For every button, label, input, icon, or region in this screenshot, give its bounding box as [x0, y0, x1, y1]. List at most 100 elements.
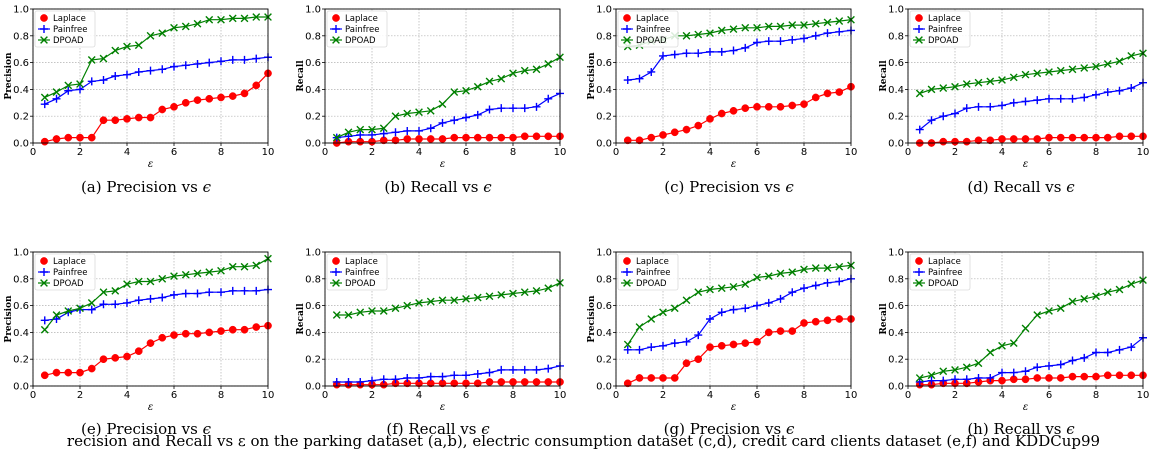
legend-marker — [40, 14, 47, 21]
data-point-painfree — [1104, 88, 1112, 96]
data-point-laplace — [718, 342, 725, 349]
data-point-laplace — [368, 138, 375, 145]
series-painfree — [41, 286, 272, 325]
y-tick-label: 0.2 — [596, 355, 612, 366]
data-point-laplace — [671, 129, 678, 136]
data-point-laplace — [1022, 135, 1029, 142]
y-tick-label: 0.0 — [596, 382, 612, 393]
data-point-painfree — [694, 49, 702, 57]
data-point-painfree — [1022, 97, 1030, 105]
data-point-painfree — [170, 63, 178, 71]
chart-f-xlabel: ε — [440, 402, 445, 413]
data-point-painfree — [765, 37, 773, 45]
legend-label: Painfree — [53, 25, 87, 35]
series-laplace — [624, 83, 854, 144]
y-tick-label: 1.0 — [305, 248, 321, 259]
data-point-laplace — [824, 90, 831, 97]
data-point-painfree — [533, 366, 541, 374]
y-tick-label: 0.8 — [596, 274, 612, 285]
data-point-laplace — [100, 356, 107, 363]
x-tick-label: 4 — [416, 390, 422, 401]
data-point-laplace — [824, 317, 831, 324]
data-point-laplace — [533, 133, 540, 140]
legend-label: Laplace — [345, 257, 378, 267]
y-tick-label: 0.6 — [888, 58, 904, 69]
data-point-painfree — [41, 100, 49, 108]
data-point-dpoad — [1022, 325, 1029, 332]
y-tick-label: 1.0 — [596, 248, 612, 259]
chart-e-xlabel: ε — [148, 402, 153, 413]
x-tick-label: 8 — [510, 390, 516, 401]
series-line-laplace — [45, 73, 268, 141]
chart-b-legend: LaplacePainfreeDPOAD — [327, 11, 387, 47]
data-point-laplace — [229, 93, 236, 100]
caption-a-text: (a) Precision vs — [81, 178, 198, 196]
y-tick-label: 0.0 — [13, 382, 29, 393]
data-point-laplace — [836, 88, 843, 95]
chart-b-xlabel: ε — [440, 159, 445, 170]
data-point-painfree — [147, 67, 155, 75]
data-point-painfree — [624, 76, 632, 84]
legend-label: Laplace — [53, 14, 86, 24]
data-point-painfree — [450, 371, 458, 379]
data-point-painfree — [998, 369, 1006, 377]
x-tick-label: 8 — [218, 147, 224, 158]
y-tick-label: 0.8 — [596, 31, 612, 42]
data-point-laplace — [998, 135, 1005, 142]
y-tick-label: 0.2 — [596, 112, 612, 123]
data-point-painfree — [1033, 363, 1041, 371]
data-point-painfree — [1045, 95, 1053, 103]
data-point-laplace — [88, 134, 95, 141]
series-line-dpoad — [920, 53, 1143, 93]
data-point-painfree — [1057, 361, 1065, 369]
data-point-dpoad — [671, 305, 678, 312]
y-tick-label: 1.0 — [13, 248, 29, 259]
data-point-laplace — [123, 353, 130, 360]
series-painfree — [41, 53, 272, 108]
data-point-painfree — [111, 300, 119, 308]
data-point-laplace — [648, 134, 655, 141]
data-point-dpoad — [474, 83, 481, 90]
legend-label: DPOAD — [928, 36, 959, 46]
data-point-painfree — [706, 48, 714, 56]
data-point-painfree — [252, 55, 260, 63]
chart-a-ylabel: Precision — [4, 52, 14, 100]
y-tick-label: 0.4 — [13, 85, 29, 96]
x-tick-label: 2 — [369, 147, 375, 158]
x-tick-label: 8 — [801, 390, 807, 401]
chart-f-legend: LaplacePainfreeDPOAD — [327, 254, 387, 290]
chart-c-legend: LaplacePainfreeDPOAD — [618, 11, 678, 47]
y-tick-label: 0.2 — [13, 355, 29, 366]
chart-d-svg: 0 2 4 6 8 100.00.20.40.60.81.0εRecallLaplaceP… — [875, 0, 1167, 178]
caption-a-symbol: ϵ — [203, 178, 211, 196]
y-tick-label: 0.8 — [888, 274, 904, 285]
chart-f-svg: 0 2 4 6 8 100.00.20.40.60.81.0εRecallLaplaceP… — [292, 243, 584, 421]
x-tick-label: 10 — [845, 390, 858, 401]
legend-label: DPOAD — [53, 36, 84, 46]
x-tick-label: 10 — [1137, 147, 1150, 158]
data-point-laplace — [1034, 374, 1041, 381]
chart-panel-c: 0 2 4 6 8 10 0.0 0.2 0.4 0.6 0.8 1.0 ε Precision Lapla… — [583, 0, 875, 196]
data-point-painfree — [217, 57, 225, 65]
data-point-laplace — [671, 374, 678, 381]
series-dpoad — [916, 277, 1146, 382]
chart-e-legend: LaplacePainfreeDPOAD — [35, 254, 95, 290]
y-tick-label: 0.8 — [13, 31, 29, 42]
caption-a: (a) Precision vs ϵ — [0, 178, 292, 196]
data-point-painfree — [1104, 349, 1112, 357]
data-point-dpoad — [53, 89, 60, 96]
data-point-painfree — [800, 34, 808, 42]
data-point-dpoad — [975, 360, 982, 367]
data-point-laplace — [1116, 133, 1123, 140]
data-point-laplace — [253, 323, 260, 330]
y-tick-label: 1.0 — [888, 5, 904, 16]
data-point-painfree — [135, 68, 143, 76]
chart-panel-h: 0 2 4 6 8 10 0.0 0.2 0.4 0.6 0.8 1.0 ε Recall Laplace P… — [875, 243, 1167, 439]
data-point-painfree — [1127, 84, 1135, 92]
data-point-laplace — [41, 138, 48, 145]
y-tick-label: 0.2 — [305, 112, 321, 123]
data-point-laplace — [730, 107, 737, 114]
data-point-painfree — [1069, 357, 1077, 365]
data-point-painfree — [427, 124, 435, 132]
data-point-laplace — [147, 114, 154, 121]
